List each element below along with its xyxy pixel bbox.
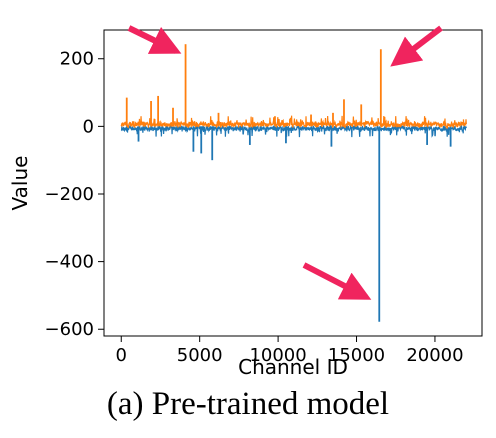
y-tick-label-2: −200 — [45, 184, 94, 205]
y-axis-label: Value — [8, 156, 32, 211]
y-tick-label-0: 200 — [60, 49, 94, 70]
y-tick-label-3: −400 — [45, 252, 94, 273]
x-tick-label-0: 0 — [116, 345, 127, 366]
x-tick-label-4: 20000 — [406, 345, 463, 366]
series-0-noise — [120, 115, 467, 130]
x-tick-label-2: 10000 — [249, 345, 306, 366]
plot-frame — [103, 29, 483, 337]
series-1-noise — [120, 123, 467, 138]
chart: 0 5000 10000 15000 20000 200 0 −200 −400 −600 Ch… — [8, 25, 483, 379]
x-axis-ticks: 0 5000 10000 15000 20000 — [116, 336, 464, 366]
annotation-arrows — [127, 25, 443, 300]
y-tick-label-1: 0 — [83, 116, 94, 137]
arrow-bottom — [302, 262, 372, 300]
x-tick-label-3: 15000 — [328, 345, 385, 366]
x-axis-label: Channel ID — [238, 355, 348, 379]
y-axis-ticks: 200 0 −200 −400 −600 — [45, 49, 104, 340]
arrow-right — [390, 25, 443, 67]
arrow-left — [127, 25, 182, 54]
y-tick-label-4: −600 — [45, 319, 94, 340]
x-tick-label-1: 5000 — [177, 345, 223, 366]
figure-caption: (a) Pre-trained model — [106, 386, 390, 422]
series-layer — [120, 44, 467, 322]
